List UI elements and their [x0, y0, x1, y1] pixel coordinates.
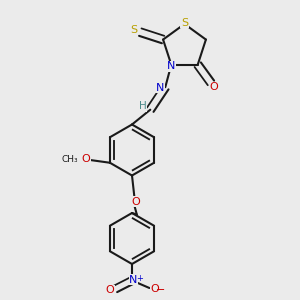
Text: N: N: [156, 83, 164, 93]
Text: N: N: [167, 61, 176, 71]
Text: S: S: [130, 25, 138, 35]
Text: N: N: [129, 274, 138, 285]
Text: −: −: [156, 285, 166, 296]
Text: +: +: [136, 274, 142, 283]
Text: O: O: [106, 285, 115, 296]
Text: O: O: [210, 82, 218, 92]
Text: CH₃: CH₃: [61, 154, 78, 164]
Text: H: H: [139, 101, 147, 111]
Text: O: O: [82, 154, 90, 164]
Text: S: S: [181, 17, 188, 28]
Text: O: O: [150, 284, 159, 295]
Text: O: O: [131, 196, 140, 207]
